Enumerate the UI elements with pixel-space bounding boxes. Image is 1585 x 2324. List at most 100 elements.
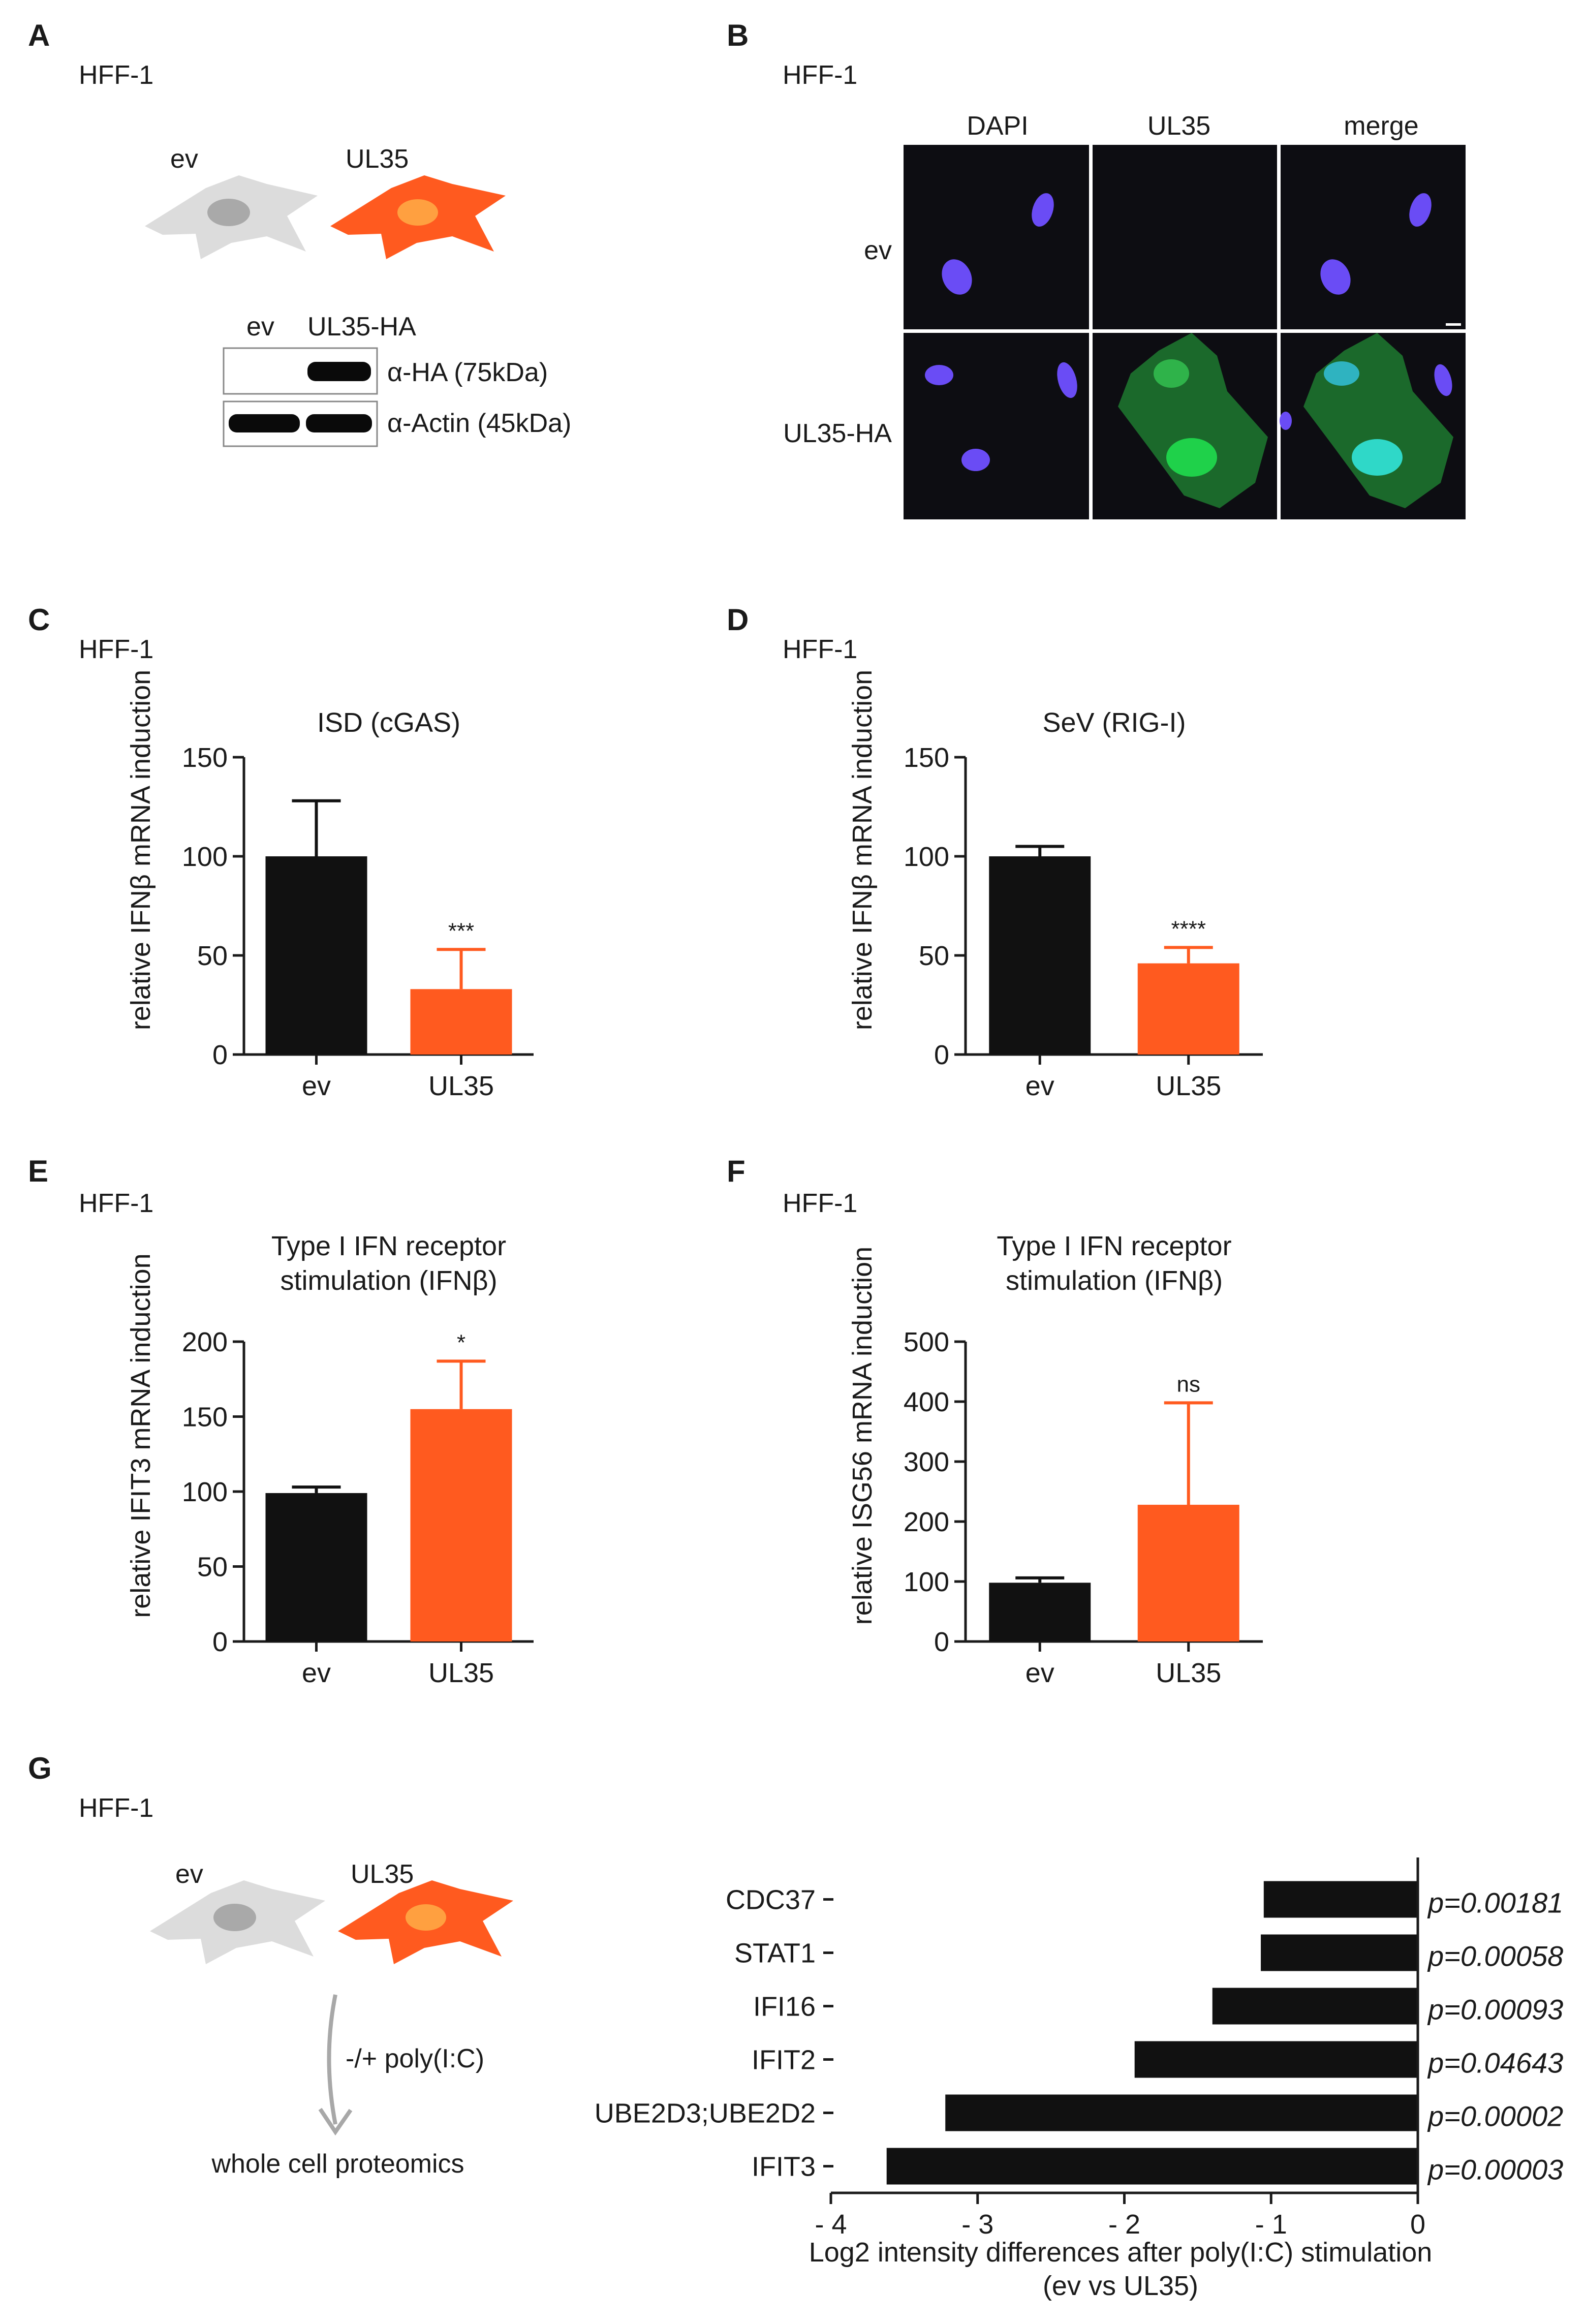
cell-line-label-d: HFF-1 (783, 635, 857, 664)
cell-line-label-g: HFF-1 (79, 1793, 153, 1823)
bar-ul35 (1137, 963, 1239, 1055)
y-tick-label: 150 (182, 1402, 228, 1433)
bar-ul35 (410, 1409, 512, 1641)
significance-label: **** (1171, 916, 1206, 941)
panel-letter-e: E (28, 1154, 48, 1188)
cell-label-ev-g: ev (175, 1860, 203, 1889)
panel-c: C HFF-1 ISD (cGAS) 0 50 100 150 relative IFNβ m… (28, 603, 534, 1101)
x-axis-label-line-2: (ev vs UL35) (1043, 2271, 1198, 2301)
p-value-label: p=0.00002 (1427, 2100, 1563, 2132)
bar-ev (989, 856, 1091, 1055)
significance-label: ns (1177, 1372, 1200, 1397)
panel-letter-d: D (727, 603, 749, 637)
x-tick-label-ul35: UL35 (1156, 1071, 1221, 1101)
blot-actin-band-ev (229, 414, 300, 432)
micrograph-ev-merge (1281, 145, 1466, 329)
panel-f: F HFF-1 Type I IFN receptor stimulation (IF… (727, 1154, 1263, 1688)
y-axis-label: relative ISG56 mRNA induction (847, 1247, 878, 1625)
blot-lane-ul35-ha: UL35-HA (307, 312, 416, 342)
cell-label-ev-a: ev (170, 144, 198, 174)
y-axis-label: relative IFIT3 mRNA induction (126, 1253, 156, 1618)
bar-ul35 (1137, 1504, 1239, 1641)
y-tick-label-cdc37: CDC37 (726, 1885, 816, 1915)
blot-ha-band (307, 362, 371, 381)
x-axis-label-line-1: Log2 intensity differences after poly(I:… (809, 2237, 1433, 2268)
treatment-arrow-head (318, 2108, 353, 2136)
y-tick-label-ifit2: IFIT2 (752, 2045, 816, 2075)
y-tick-label: 400 (904, 1387, 949, 1417)
y-tick-label: 100 (182, 842, 228, 872)
x-tick-label: 0 (1410, 2209, 1425, 2240)
x-tick-label-ev: ev (302, 1658, 331, 1688)
cell-ul35-nucleus (397, 199, 438, 226)
bar-ifit2 (1134, 2041, 1418, 2078)
scale-bar (1446, 323, 1461, 326)
cell-label-ul35-g: UL35 (351, 1860, 414, 1889)
bar-ube2d3-ube2d2 (945, 2094, 1418, 2131)
chart-title-d: SeV (RIG-I) (1042, 707, 1186, 738)
micrograph-ev-ul35 (1093, 145, 1277, 329)
blot-lane-ev: ev (246, 312, 274, 342)
significance-label: *** (448, 918, 474, 943)
chart-title-f-line-1: Type I IFN receptor (997, 1231, 1231, 1261)
blot-actin-band-ul35 (306, 414, 372, 432)
p-value-label: p=0.00181 (1427, 1887, 1563, 1919)
chart-title-c: ISD (cGAS) (317, 707, 460, 738)
cell-ev-nucleus-g (213, 1904, 256, 1931)
y-tick-label: 100 (904, 1567, 949, 1597)
readout-label: whole cell proteomics (211, 2149, 464, 2179)
row-label-ev: ev (864, 236, 892, 265)
panel-letter-a: A (28, 18, 50, 52)
bar-ev (265, 856, 367, 1055)
y-tick-label: 200 (904, 1507, 949, 1537)
panel-letter-b: B (727, 18, 749, 52)
y-tick-label: 0 (212, 1040, 228, 1070)
p-value-label: p=0.04643 (1427, 2047, 1563, 2079)
bar-ev (989, 1583, 1091, 1641)
micrograph-ul35-ha-ul35 (1093, 333, 1277, 519)
p-value-label: p=0.00093 (1427, 1994, 1563, 2026)
y-tick-label: 500 (904, 1327, 949, 1357)
y-tick-label: 50 (919, 941, 949, 971)
x-tick-label-ul35: UL35 (428, 1071, 494, 1101)
y-tick-label-ifit3: IFIT3 (752, 2152, 816, 2182)
y-tick-label: 150 (904, 742, 949, 773)
x-tick-label-ul35: UL35 (428, 1658, 494, 1688)
bar-cdc37 (1263, 1881, 1418, 1918)
cell-label-ul35-a: UL35 (346, 144, 409, 174)
micrograph-ev-dapi (904, 145, 1089, 329)
panel-d: D HFF-1 SeV (RIG-I) 0 50 100 150 relative IFNβ … (727, 603, 1263, 1101)
cell-line-label-b: HFF-1 (783, 60, 857, 90)
panel-letter-g: G (28, 1751, 52, 1785)
y-tick-label: 50 (197, 941, 228, 971)
y-tick-label: 150 (182, 742, 228, 773)
x-tick-label: - 3 (961, 2209, 993, 2240)
significance-label: * (457, 1330, 465, 1355)
bar-stat1 (1261, 1934, 1418, 1971)
y-tick-label: 0 (212, 1627, 228, 1657)
y-tick-label-ifi16: IFI16 (753, 1992, 816, 2022)
x-tick-label-ev: ev (302, 1071, 331, 1101)
blot-label-actin: α-Actin (45kDa) (387, 409, 571, 438)
y-tick-label-ube2d3-ube2d2: UBE2D3;UBE2D2 (595, 2098, 816, 2129)
y-tick-label-stat1: STAT1 (734, 1938, 816, 1969)
cell-line-label-e: HFF-1 (79, 1189, 153, 1218)
cell-ul35-nucleus-g (406, 1904, 446, 1931)
column-label-dapi: DAPI (967, 111, 1028, 141)
y-axis-label: relative IFNβ mRNA induction (847, 670, 878, 1030)
x-tick-label-ev: ev (1025, 1071, 1054, 1101)
cell-line-label-f: HFF-1 (783, 1189, 857, 1218)
y-axis-label: relative IFNβ mRNA induction (126, 670, 156, 1030)
cell-line-label-c: HFF-1 (79, 635, 153, 664)
x-tick-label: - 1 (1255, 2209, 1287, 2240)
y-tick-label: 300 (904, 1447, 949, 1477)
panel-a: A HFF-1 ev UL35 ev UL35-HA α-HA (75kDa) … (28, 18, 571, 447)
treatment-arrow (327, 1994, 337, 2125)
panel-letter-c: C (28, 603, 50, 637)
x-tick-label: - 4 (815, 2209, 847, 2240)
column-label-merge: merge (1344, 111, 1418, 141)
chart-title-e-line-2: stimulation (IFNβ) (280, 1265, 497, 1296)
blot-label-ha: α-HA (75kDa) (387, 358, 548, 387)
